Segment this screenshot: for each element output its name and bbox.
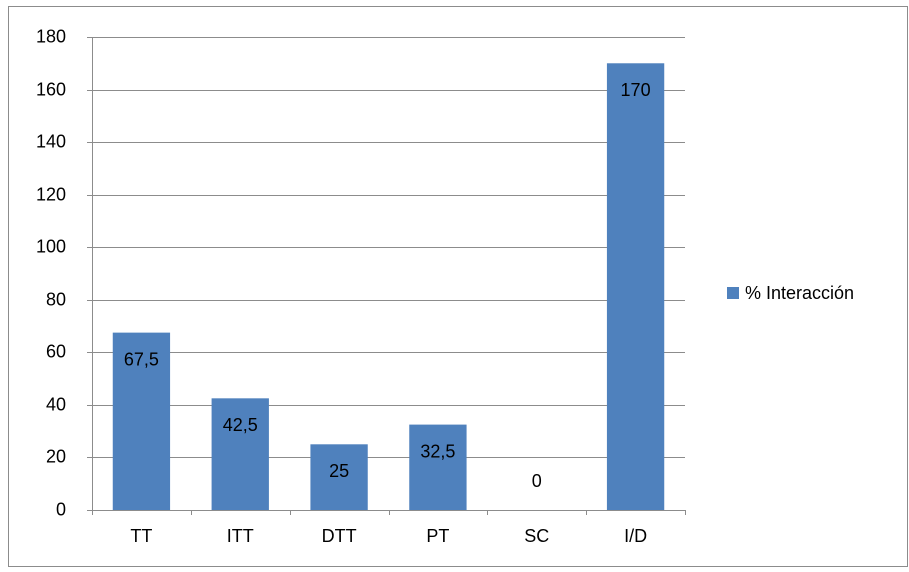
data-label: 42,5 xyxy=(223,415,258,435)
bar xyxy=(112,332,171,510)
legend-label: % Interacción xyxy=(745,283,854,303)
bar xyxy=(211,398,269,510)
data-label: 0 xyxy=(532,471,542,491)
x-tick-label: PT xyxy=(426,526,449,546)
y-tick-label: 100 xyxy=(36,236,66,256)
x-tick-label: I/D xyxy=(624,526,647,546)
legend-swatch xyxy=(727,287,739,299)
bar xyxy=(310,444,368,510)
data-label: 170 xyxy=(621,80,651,100)
y-tick-label: 120 xyxy=(36,184,66,204)
data-label: 32,5 xyxy=(420,441,455,461)
y-tick-label: 80 xyxy=(46,289,66,309)
bar xyxy=(409,424,467,510)
y-tick-label: 0 xyxy=(56,499,66,519)
x-tick-label: DTT xyxy=(322,526,357,546)
x-tick-label: TT xyxy=(130,526,152,546)
y-tick-label: 180 xyxy=(36,26,66,46)
data-label: 67,5 xyxy=(124,349,159,369)
y-tick-label: 40 xyxy=(46,394,66,414)
x-tick-label: ITT xyxy=(227,526,254,546)
y-tick-label: 140 xyxy=(36,131,66,151)
y-tick-label: 60 xyxy=(46,341,66,361)
data-label: 25 xyxy=(329,461,349,481)
bar xyxy=(606,63,665,511)
x-tick-label: SC xyxy=(524,526,549,546)
y-tick-label: 20 xyxy=(46,446,66,466)
y-tick-label: 160 xyxy=(36,79,66,99)
